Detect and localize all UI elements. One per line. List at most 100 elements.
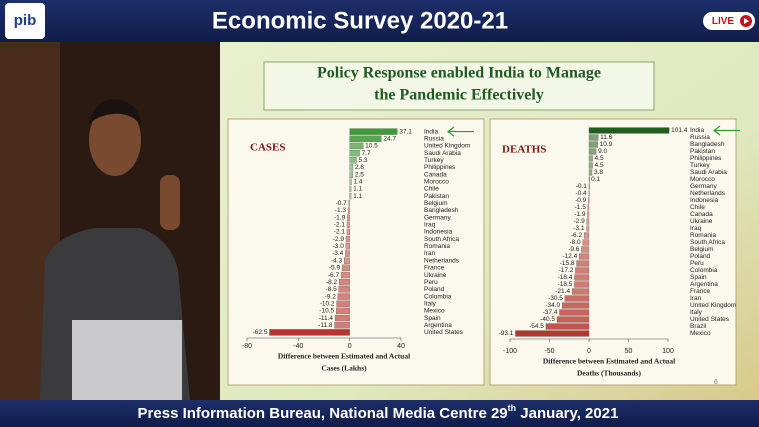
category-label: India (690, 127, 704, 134)
bar (588, 127, 670, 134)
category-label: Romania (424, 243, 450, 250)
logo: pib (14, 12, 37, 29)
value-label: -10.5 (319, 308, 334, 315)
footer: Press Information Bureau, National Media… (138, 403, 619, 422)
bar (581, 246, 590, 253)
value-label: -6.7 (328, 272, 340, 279)
live-icon-arrow (744, 18, 749, 24)
category-label: Argentina (424, 322, 452, 329)
bar (340, 271, 350, 279)
value-label: -40.5 (540, 316, 555, 323)
chart-title: CASES (250, 142, 285, 154)
value-label: -17.2 (559, 267, 574, 274)
bar (338, 279, 350, 286)
bar (348, 200, 350, 207)
category-label: Mexico (424, 308, 445, 315)
category-label: United States (690, 316, 730, 323)
footer-rest: January, 2021 (516, 405, 618, 422)
bar (345, 250, 350, 257)
highlight-arrow (447, 126, 474, 137)
value-label: -37.4 (543, 309, 558, 316)
bar (579, 253, 590, 260)
value-label: -0.7 (336, 200, 348, 207)
value-label: -11.4 (319, 315, 334, 322)
category-label: Chile (690, 204, 705, 211)
bar (349, 164, 354, 171)
value-label: -8.0 (569, 239, 581, 246)
bar (583, 232, 590, 239)
category-label: Peru (424, 279, 438, 286)
category-label: Netherlands (424, 257, 460, 264)
value-label: 2.5 (355, 171, 364, 178)
category-label: Brazil (690, 323, 707, 330)
bar (349, 149, 360, 157)
bar (334, 322, 350, 329)
bar (556, 316, 590, 323)
category-label: Argentina (690, 281, 718, 288)
category-label: France (424, 265, 445, 272)
bar (515, 330, 590, 337)
value-label: 1.1 (353, 186, 362, 193)
value-label: -34.0 (545, 302, 560, 309)
slide-title: Policy Response enabled India to Manage (317, 65, 601, 82)
value-label: -6.2 (571, 232, 583, 239)
value-label: -62.5 (253, 329, 268, 336)
bar (588, 197, 590, 204)
value-label: 37.1 (399, 128, 412, 135)
value-label: -3.4 (332, 250, 344, 257)
value-label: -1.3 (335, 207, 347, 214)
value-label: 0.1 (591, 176, 600, 183)
bar (588, 155, 593, 162)
bar (587, 204, 590, 211)
bar (349, 178, 352, 185)
category-label: Indonesia (690, 197, 719, 204)
value-label: -1.5 (575, 204, 587, 211)
category-label: United Kingdom (690, 302, 736, 309)
x-tick-label: 0 (587, 348, 591, 355)
bar (588, 183, 590, 190)
bar (588, 141, 598, 148)
category-label: Romania (690, 232, 716, 239)
value-label: 5.3 (358, 157, 367, 164)
value-label: -2.1 (334, 222, 346, 229)
category-label: Pakistan (424, 193, 449, 200)
bar (574, 274, 590, 281)
value-label: -5.9 (329, 265, 341, 272)
x-tick-label: -40 (293, 343, 303, 350)
live-badge (703, 12, 755, 30)
value-label: 101.4 (671, 127, 688, 134)
bar (588, 148, 597, 155)
value-label: -12.4 (562, 253, 577, 260)
category-label: Iran (424, 250, 436, 257)
bar (346, 228, 350, 236)
x-tick-label: 100 (662, 348, 674, 355)
bar (571, 288, 590, 295)
x-tick-label: -80 (242, 343, 252, 350)
category-label: Bangladesh (424, 207, 459, 214)
value-label: -54.5 (529, 323, 544, 330)
chart-title: DEATHS (502, 144, 546, 156)
x-tick-label: 40 (397, 343, 405, 350)
category-label: Turkey (424, 157, 444, 164)
bar (347, 214, 350, 221)
category-label: Saudi Arabia (424, 150, 461, 157)
category-label: Mexico (690, 330, 711, 337)
value-label: -11.8 (318, 322, 333, 329)
category-label: South Africa (424, 236, 459, 243)
category-label: South Africa (690, 239, 725, 246)
bar (582, 239, 590, 246)
bar (349, 185, 352, 193)
category-label: Ukraine (690, 218, 713, 225)
category-label: Italy (690, 309, 703, 316)
value-label: 9.0 (598, 148, 607, 155)
category-label: Germany (690, 183, 717, 190)
category-label: Russia (424, 135, 444, 142)
bar (545, 323, 590, 330)
value-label: -3.1 (573, 225, 585, 232)
bar (588, 162, 593, 169)
x-tick-label: 0 (348, 343, 352, 350)
category-label: Poland (690, 253, 711, 260)
value-label: -30.5 (548, 295, 563, 302)
speaker-hand (160, 175, 180, 230)
